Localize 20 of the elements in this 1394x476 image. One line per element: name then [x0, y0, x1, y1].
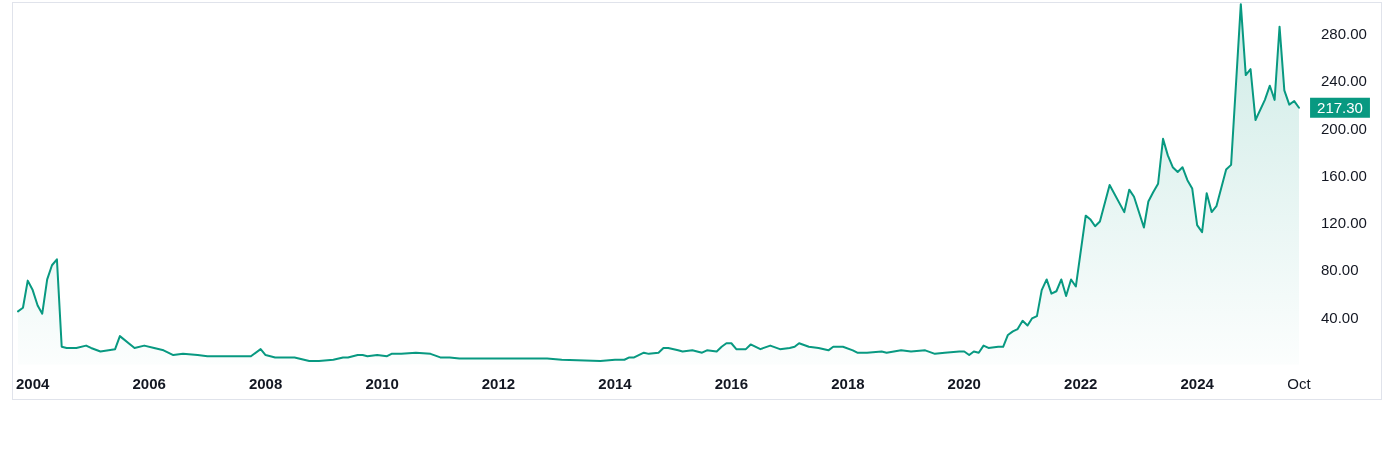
- y-tick-label: 280.00: [1321, 25, 1367, 43]
- x-tick-label: 2006: [132, 374, 166, 392]
- x-tick-label: 2020: [947, 374, 981, 392]
- y-tick-label: 40.00: [1321, 308, 1359, 326]
- x-tick-label: 2010: [365, 374, 399, 392]
- annotation: 217.30: [1317, 99, 1363, 117]
- y-tick-label: 120.00: [1321, 214, 1367, 232]
- y-tick-label: 200.00: [1321, 119, 1367, 137]
- x-tick-label: 2012: [481, 374, 516, 392]
- x-tick-label: 2004: [16, 374, 51, 392]
- x-tick-label: 2014: [598, 374, 633, 392]
- y-tick-label: 160.00: [1321, 166, 1367, 184]
- y-tick-label: 240.00: [1321, 72, 1367, 90]
- x-tick-label: Oct: [1287, 374, 1312, 392]
- y-tick-label: 80.00: [1321, 261, 1359, 279]
- x-tick-label: 2008: [248, 374, 283, 392]
- x-tick-label: 2022: [1064, 374, 1098, 392]
- x-tick-label: 2018: [831, 374, 865, 392]
- x-tick-label: 2024: [1180, 374, 1215, 392]
- x-tick-label: 2016: [714, 374, 749, 392]
